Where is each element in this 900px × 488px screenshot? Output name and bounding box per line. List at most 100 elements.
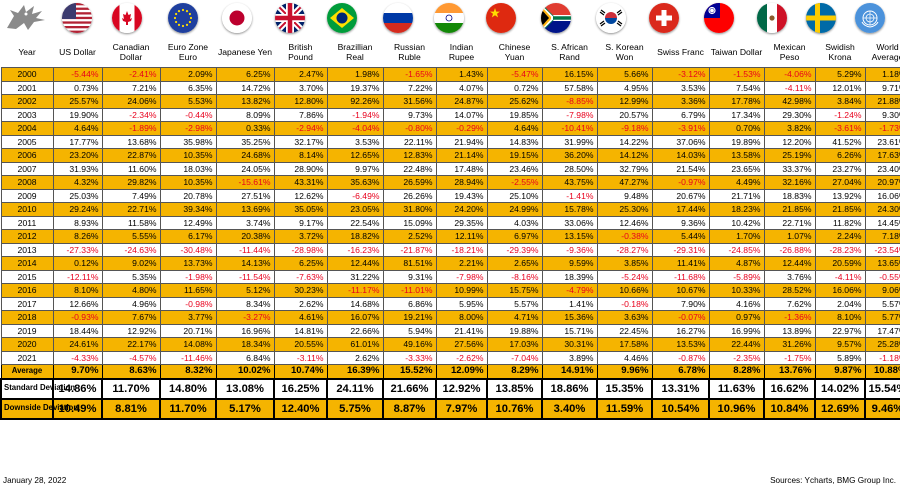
table-cell: -29.39% — [486, 242, 543, 257]
table-cell: 25.10% — [486, 188, 543, 203]
table-cell: 26.59% — [382, 175, 437, 190]
table-cell: 9.36% — [651, 215, 710, 230]
table-cell: 9.71% — [864, 80, 900, 95]
column-header: World Average — [871, 41, 900, 62]
table-cell: 49.16% — [382, 337, 437, 352]
row-label: 2010 — [0, 202, 54, 217]
table-cell: 13.65% — [864, 256, 900, 271]
table-cell: -0.18% — [596, 296, 653, 311]
table-cell: -11.54% — [215, 269, 275, 284]
table-cell: 32.79% — [596, 161, 653, 176]
table-cell: 22.54% — [326, 215, 384, 230]
table-cell: 12.49% — [159, 215, 217, 230]
table-cell: 20.38% — [215, 229, 275, 244]
table-cell: -0.07% — [651, 310, 710, 325]
table-cell: 18.83% — [763, 188, 816, 203]
table-cell: 30.31% — [541, 337, 598, 352]
table-cell: 15.09% — [382, 215, 437, 230]
table-cell: 3.70% — [273, 80, 328, 95]
table-cell: 61.01% — [326, 337, 384, 352]
table-cell: 2.47% — [273, 67, 328, 82]
table-cell: 12.99% — [596, 94, 653, 109]
table-cell: 13.58% — [708, 148, 765, 163]
table-cell: 12.09% — [435, 364, 488, 379]
row-label: 2012 — [0, 229, 54, 244]
table-cell: 9.31% — [382, 269, 437, 284]
table-cell: -4.79% — [541, 283, 598, 298]
table-row: 2004 4.64% -1.89% -2.98% 0.33% -2.94% -4.04% -0… — [0, 121, 900, 136]
table-cell: 13.85% — [486, 377, 543, 400]
table-cell: 31.22% — [326, 269, 384, 284]
table-cell: 4.49% — [708, 175, 765, 190]
switzerland-flag-icon — [649, 3, 679, 33]
table-row: 2015 -12.11% 5.35% -1.98% -11.54% -7.63% 31.22… — [0, 269, 900, 284]
header-row: Year US Dollar Canadian Dollar Euro Zone Eu… — [1, 36, 900, 68]
table-cell: 4.16% — [708, 296, 765, 311]
table-cell: 3.72% — [273, 229, 328, 244]
row-label: 2020 — [0, 337, 54, 352]
column-header: Swidish Krona — [825, 41, 855, 62]
table-cell: 24.05% — [215, 161, 275, 176]
table-cell: 6.17% — [159, 229, 217, 244]
table-cell: 16.62% — [763, 377, 816, 400]
table-cell: 5.57% — [486, 296, 543, 311]
table-cell: 24.99% — [486, 202, 543, 217]
table-cell: -5.24% — [596, 269, 653, 284]
table-cell: 15.52% — [382, 364, 437, 379]
table-row: 2001 0.73% 7.21% 6.35% 14.72% 3.70% 19.37% 7.22… — [0, 80, 900, 95]
table-cell: -7.98% — [541, 107, 598, 122]
table-cell: 12.44% — [326, 256, 384, 271]
table-cell: 13.53% — [651, 337, 710, 352]
table-cell: 5.57% — [864, 296, 900, 311]
table-cell: 11.60% — [101, 161, 161, 176]
table-cell: 22.97% — [814, 323, 866, 338]
row-label: 2019 — [0, 323, 54, 338]
table-cell: -3.61% — [814, 121, 866, 136]
table-cell: 1.18% — [864, 67, 900, 82]
row-label: 2009 — [0, 188, 54, 203]
table-cell: 3.63% — [596, 310, 653, 325]
table-cell: 15.75% — [486, 283, 543, 298]
table-cell: 3.82% — [763, 121, 816, 136]
table-cell: 81.51% — [382, 256, 437, 271]
table-cell: 5.29% — [814, 67, 866, 82]
table-cell: -3.12% — [651, 67, 710, 82]
table-cell: 13.69% — [215, 202, 275, 217]
table-cell: 2.52% — [382, 229, 437, 244]
table-cell: 23.27% — [814, 161, 866, 176]
table-cell: -4.11% — [814, 269, 866, 284]
row-label: 2013 — [0, 242, 54, 257]
table-cell: 14.02% — [814, 377, 866, 400]
table-cell: 13.82% — [215, 94, 275, 109]
table-cell: 4.61% — [273, 310, 328, 325]
table-cell: 28.50% — [541, 161, 598, 176]
table-cell: 57.58% — [541, 80, 598, 95]
table-cell: 3.76% — [763, 269, 816, 284]
table-cell: 35.05% — [273, 202, 328, 217]
table-cell: 9.73% — [382, 107, 437, 122]
table-cell: 12.66% — [52, 296, 103, 311]
table-cell: -1.53% — [708, 67, 765, 82]
table-cell: 8.28% — [708, 364, 765, 379]
table-cell: 3.53% — [326, 134, 384, 149]
table-cell: -1.24% — [814, 107, 866, 122]
table-cell: 1.07% — [763, 229, 816, 244]
table-cell: 3.74% — [215, 215, 275, 230]
table-cell: -3.27% — [215, 310, 275, 325]
table-cell: 7.49% — [101, 188, 161, 203]
column-header: Euro Zone Euro — [167, 41, 209, 62]
row-label: Downside Deviation — [0, 397, 78, 420]
table-cell: 25.30% — [596, 202, 653, 217]
table-cell: 4.46% — [596, 350, 653, 365]
table-cell: 1.43% — [435, 67, 488, 82]
table-cell: -7.04% — [486, 350, 543, 365]
column-header: Japanese Yen — [217, 46, 272, 57]
row-label: 2000 — [0, 67, 54, 82]
table-cell: 17.48% — [435, 161, 488, 176]
table-cell: 22.11% — [382, 134, 437, 149]
table-cell: -11.68% — [651, 269, 710, 284]
table-row: 2012 8.26% 5.55% 6.17% 20.38% 3.72% 18.82% 2.52… — [0, 229, 900, 244]
table-cell: 16.99% — [708, 323, 765, 338]
table-cell: 19.85% — [486, 107, 543, 122]
table-cell: 43.75% — [541, 175, 598, 190]
